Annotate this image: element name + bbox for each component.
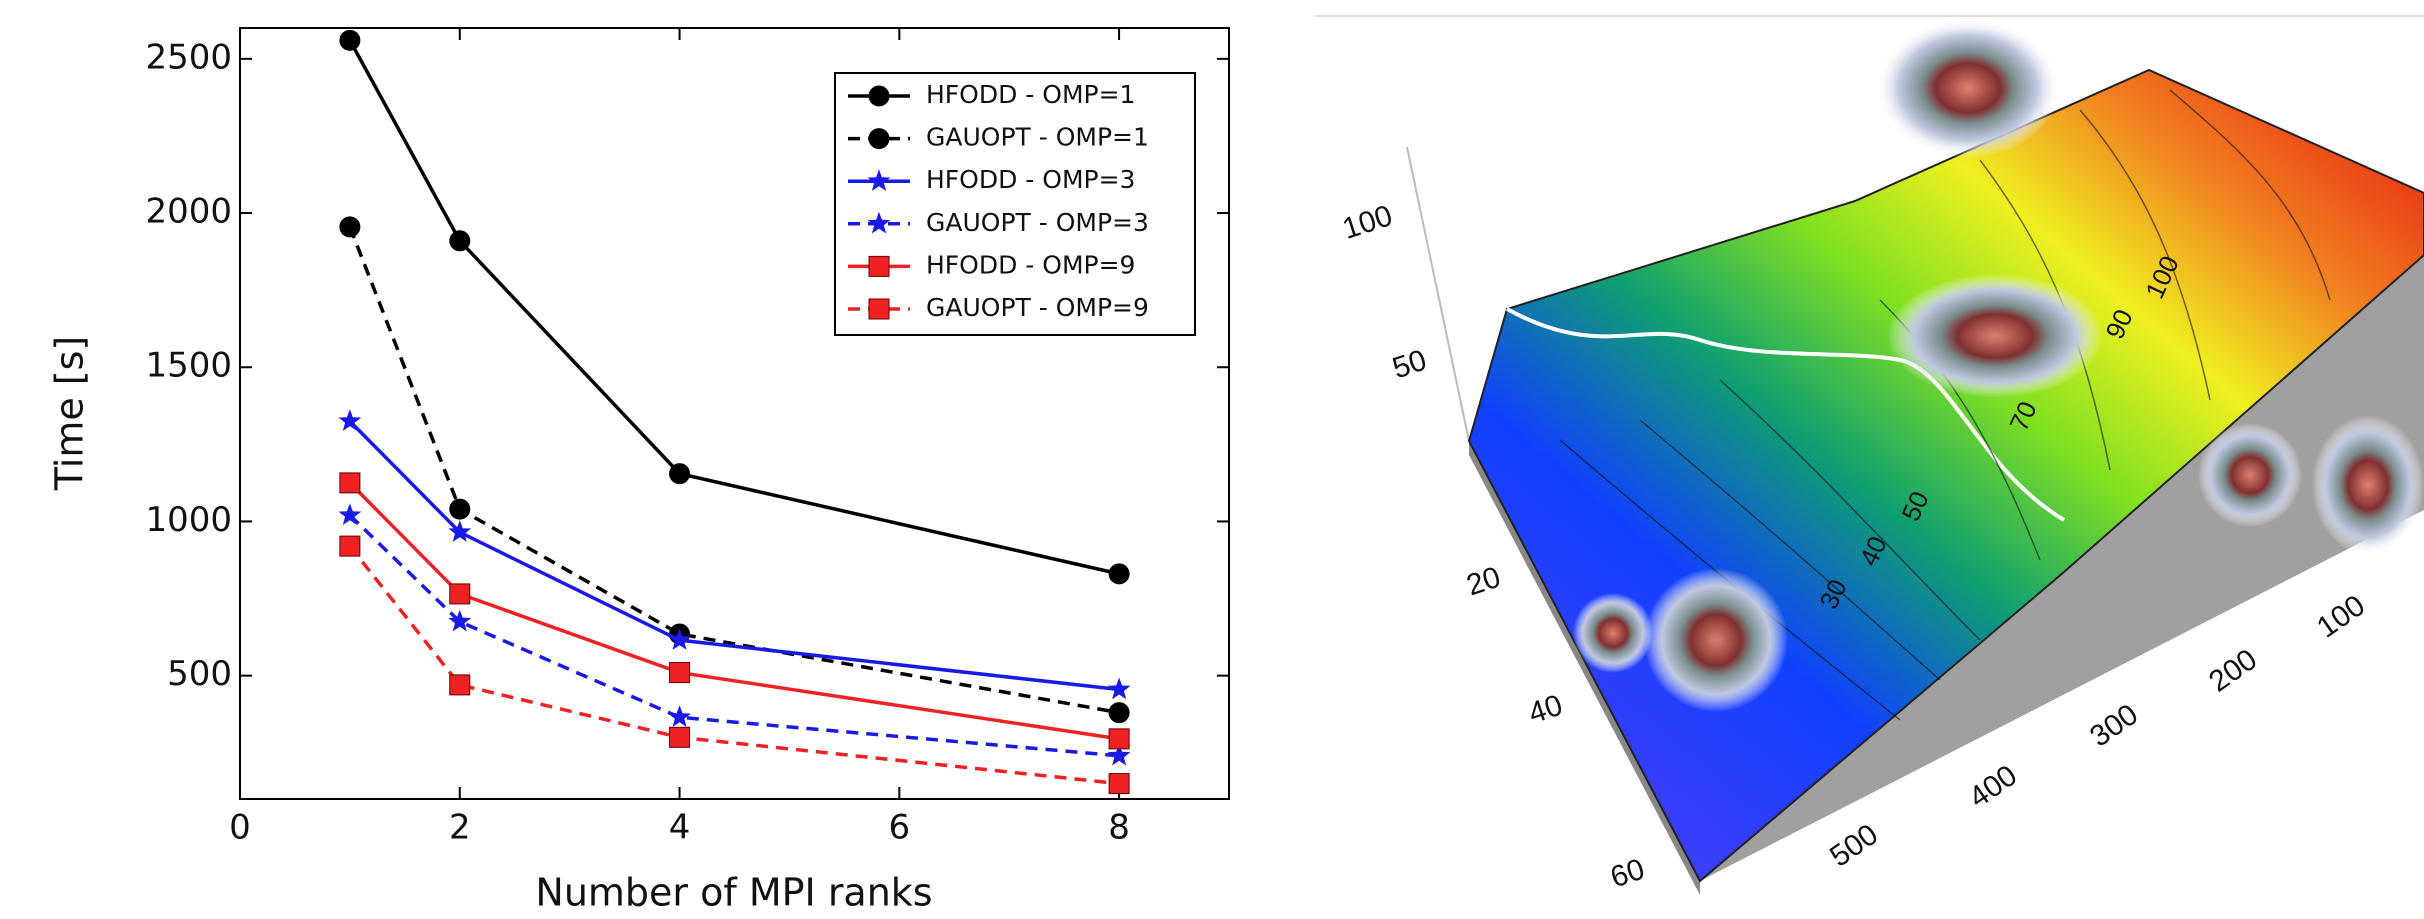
y-tick-label: 2500 — [145, 37, 232, 77]
marker — [340, 536, 360, 556]
x-tick-label: 6 — [889, 808, 911, 848]
axis-line — [1407, 147, 1469, 441]
legend-marker — [869, 129, 889, 149]
shape-icon — [2312, 415, 2424, 555]
axis-label: 200 — [2203, 643, 2263, 699]
legend-marker — [869, 86, 889, 106]
y-axis-label: Time [s] — [48, 336, 92, 492]
legend-marker — [869, 256, 889, 276]
marker — [1109, 774, 1129, 794]
axis-label: 50 — [1389, 344, 1431, 386]
y-tick-label: 2000 — [145, 192, 232, 232]
marker — [450, 584, 470, 604]
axis-label: 300 — [2084, 698, 2144, 754]
axis-label: 100 — [2311, 589, 2371, 645]
legend-marker — [869, 299, 889, 319]
series-line — [350, 546, 1119, 783]
x-tick-label: 2 — [449, 808, 471, 848]
marker — [340, 217, 360, 237]
line-chart: Number of MPI ranks Time [s] 0 2 4 6 8 500 100… — [48, 28, 1230, 915]
marker — [670, 727, 690, 747]
marker — [668, 705, 691, 727]
marker — [1108, 678, 1131, 700]
legend-label: HFODD - OMP=9 — [926, 250, 1135, 279]
legend-label: GAUOPT - OMP=9 — [926, 293, 1149, 322]
marker — [670, 663, 690, 683]
marker — [450, 675, 470, 695]
axis-label: 20 — [1463, 561, 1505, 603]
x-tick-label: 4 — [669, 808, 691, 848]
y-tick-label: 1500 — [145, 346, 232, 386]
legend-label: HFODD - OMP=3 — [926, 165, 1135, 194]
x-tick-label: 0 — [229, 808, 251, 848]
axis-label: 60 — [1607, 853, 1649, 895]
page: Number of MPI ranks Time [s] 0 2 4 6 8 500 100… — [0, 0, 2424, 919]
shape-icon — [1887, 274, 2103, 398]
marker — [340, 30, 360, 50]
marker — [450, 231, 470, 251]
legend-label: HFODD - OMP=1 — [926, 80, 1135, 109]
shape-icon — [2198, 423, 2302, 527]
marker — [1109, 564, 1129, 584]
marker — [340, 473, 360, 493]
y-tick-label: 1000 — [145, 500, 232, 540]
axis-label: 100 — [1339, 199, 1397, 246]
marker — [450, 499, 470, 519]
marker — [1109, 729, 1129, 749]
y-tick-label: 500 — [167, 654, 232, 694]
axis-label: 400 — [1963, 759, 2023, 815]
series-line — [350, 421, 1119, 689]
legend-label: GAUOPT - OMP=1 — [926, 123, 1149, 152]
x-tick-label: 8 — [1108, 808, 1130, 848]
shape-icon — [1876, 18, 2060, 158]
marker — [1109, 703, 1129, 723]
axis-label: 500 — [1824, 818, 1884, 874]
marker — [670, 464, 690, 484]
shape-icon — [1573, 593, 1653, 673]
shape-icon — [1644, 568, 1788, 712]
x-axis-label: Number of MPI ranks — [535, 871, 932, 915]
legend-label: GAUOPT - OMP=3 — [926, 208, 1149, 237]
series-line — [350, 483, 1119, 739]
axis-label: 40 — [1525, 689, 1567, 731]
